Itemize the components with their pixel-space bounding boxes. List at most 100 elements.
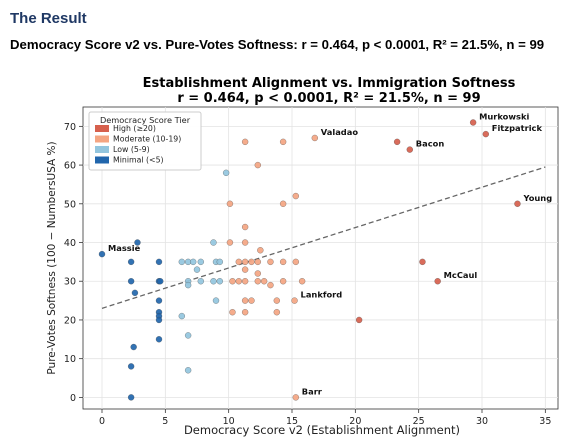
data-point — [241, 308, 249, 316]
legend-box — [88, 111, 202, 171]
data-point — [273, 297, 281, 304]
data-point — [98, 250, 106, 258]
x-tick-label: 35 — [539, 416, 551, 427]
legend-item-label: Minimal (<5) — [113, 156, 164, 165]
data-point — [241, 258, 249, 266]
data-point — [482, 130, 490, 138]
x-axis-label: Democracy Score v2 (Establishment Alignm… — [184, 423, 460, 437]
point-annotation: Young — [522, 193, 552, 203]
point-annotation: Lankford — [301, 290, 343, 300]
data-point — [127, 363, 135, 370]
x-tick-label: 10 — [223, 416, 235, 427]
legend-title: Democracy Score Tier — [100, 115, 191, 125]
series-minimal — [98, 239, 164, 401]
data-point — [197, 277, 205, 285]
legend: Democracy Score Tier High (≥20) Moderate … — [88, 111, 202, 171]
legend-item-label: High (≥20) — [113, 124, 156, 133]
axes: 0 5 10 15 20 25 30 35 0 10 20 30 40 50 60 70 — [64, 122, 551, 427]
y-tick-label: 60 — [64, 161, 76, 172]
data-point — [254, 270, 262, 277]
data-point — [514, 200, 521, 208]
x-tick-label: 15 — [286, 416, 298, 427]
x-tick-label: 0 — [99, 416, 105, 427]
data-point — [267, 281, 274, 289]
data-point — [131, 289, 139, 297]
data-point — [157, 277, 164, 285]
data-point — [393, 138, 401, 146]
x-tick-label: 20 — [349, 416, 361, 427]
y-tick-label: 0 — [70, 393, 76, 404]
data-point — [184, 281, 192, 289]
data-point — [267, 258, 274, 266]
point-annotation: Bacon — [416, 139, 445, 149]
data-point — [279, 258, 287, 266]
x-tick-label: 30 — [476, 416, 488, 427]
data-point — [229, 277, 236, 285]
data-point — [155, 258, 163, 266]
data-point — [226, 239, 234, 246]
data-point — [155, 297, 163, 304]
data-point — [127, 258, 135, 266]
data-point — [311, 134, 319, 142]
data-point — [235, 258, 243, 266]
point-annotation: Fitzpatrick — [492, 123, 543, 133]
data-point — [292, 258, 300, 266]
x-tick-label: 5 — [162, 416, 168, 427]
point-annotation: Murkowski — [479, 111, 529, 121]
data-point — [210, 277, 217, 285]
data-point — [254, 258, 262, 266]
data-point — [178, 258, 186, 266]
y-tick-label: 70 — [64, 122, 76, 133]
point-annotations: Murkowski Fitzpatrick Valadao Bacon Young Mas… — [108, 111, 552, 396]
legend-item-label: Moderate (10-19) — [113, 135, 181, 144]
data-point — [134, 239, 141, 246]
data-point — [257, 247, 264, 254]
data-point — [226, 200, 234, 208]
data-point — [419, 258, 426, 266]
data-point — [127, 394, 135, 401]
data-point — [193, 266, 201, 273]
legend-swatch — [95, 135, 109, 143]
data-point — [291, 297, 298, 304]
series-low — [178, 169, 230, 374]
data-point — [248, 297, 255, 304]
x-tick-label: 25 — [413, 416, 425, 427]
data-point — [241, 266, 249, 273]
data-point — [184, 332, 192, 339]
chart-subtitle: r = 0.464, p < 0.0001, R² = 21.5%, n = 9… — [177, 91, 480, 106]
legend-item-label: Low (5-9) — [113, 145, 150, 154]
y-tick-label: 30 — [64, 277, 76, 288]
legend-swatch — [95, 125, 109, 132]
data-point — [155, 316, 163, 324]
point-annotation: Valadao — [321, 127, 359, 137]
data-point — [216, 258, 224, 266]
data-point — [355, 316, 363, 324]
y-tick-label: 50 — [64, 199, 76, 210]
data-point — [197, 258, 205, 266]
trend-line — [101, 166, 546, 309]
data-point — [434, 277, 441, 285]
y-axis-label: Pure-Votes Softness (100 − NumbersUSA %) — [46, 141, 58, 374]
data-point — [241, 223, 249, 231]
y-tick-label: 10 — [64, 354, 76, 365]
data-point — [254, 161, 262, 169]
data-point — [222, 169, 230, 177]
data-point — [279, 200, 287, 208]
data-point — [184, 367, 192, 374]
data-point — [279, 277, 287, 285]
chart-title: Establishment Alignment vs. Immigration … — [143, 76, 516, 91]
data-point — [298, 277, 306, 285]
data-point — [212, 297, 220, 304]
data-point — [229, 308, 236, 316]
legend-swatch — [95, 156, 109, 164]
legend-swatch — [95, 146, 109, 153]
point-annotation: McCaul — [444, 270, 478, 280]
data-point — [189, 258, 197, 266]
series-high — [355, 119, 521, 324]
data-point — [292, 192, 300, 200]
page-title: The Result — [10, 10, 87, 27]
y-tick-label: 20 — [64, 315, 76, 326]
data-point — [127, 277, 135, 285]
point-annotation: Barr — [302, 386, 323, 396]
